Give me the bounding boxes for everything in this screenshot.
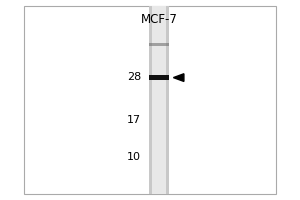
Text: MCF-7: MCF-7 — [141, 13, 177, 26]
FancyBboxPatch shape — [148, 75, 170, 80]
FancyBboxPatch shape — [152, 6, 166, 194]
Text: 17: 17 — [127, 115, 141, 125]
Text: 28: 28 — [127, 72, 141, 82]
FancyBboxPatch shape — [148, 6, 170, 194]
Text: 10: 10 — [127, 152, 141, 162]
FancyBboxPatch shape — [148, 43, 170, 46]
Polygon shape — [173, 74, 184, 81]
